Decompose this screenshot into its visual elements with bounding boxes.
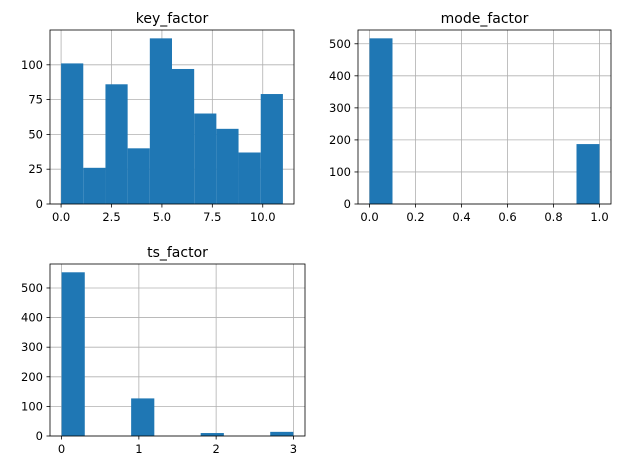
x-tick-label: 0.4 [452,210,470,224]
histogram-bar [172,68,195,204]
x-tick-label: 7.5 [203,210,221,224]
axes-frame [357,29,612,205]
histogram-bar [127,148,150,204]
x-tick-label: 1.0 [590,210,608,224]
ticks: 0.0 0.2 0.4 0.6 0.8 1.0 0 100 200 300 400 500 [329,37,609,224]
subplot-title: key_factor [136,11,209,27]
y-tick-label: 500 [329,37,351,51]
subplot-title: ts_factor [147,245,208,261]
subplot-ts-factor: 0 1 2 3 0 100 200 300 400 500 ts_factor [21,245,306,456]
histogram-bar [238,152,261,204]
x-tick-label: 1 [135,442,142,456]
x-tick-label: 0.0 [360,210,378,224]
y-tick-label: 0 [36,197,43,211]
x-tick-label: 0.2 [406,210,424,224]
subplot-mode-factor: 0.0 0.2 0.4 0.6 0.8 1.0 0 100 200 300 400 500 mode_… [329,11,612,224]
x-tick-label: 3 [290,442,297,456]
histogram-bar [216,128,239,204]
x-tick-label: 0.6 [498,210,516,224]
y-tick-label: 0 [344,197,351,211]
x-tick-label: 2.5 [102,210,120,224]
y-tick-label: 300 [21,340,43,354]
histogram-bar [369,38,393,204]
histogram-bar [200,433,224,436]
y-tick-label: 200 [329,133,351,147]
ticks: 0 1 2 3 0 100 200 300 400 500 [21,281,297,456]
subplot-key-factor: 0.0 2.5 5.0 7.5 10.0 0 25 50 75 100 key_factor [21,11,295,224]
y-tick-label: 75 [28,93,43,107]
bars [369,38,600,204]
histogram-bar [270,431,294,436]
bars [61,38,283,204]
histogram-bar [61,63,84,204]
x-tick-label: 2 [212,442,219,456]
histogram-bar [260,94,283,204]
histogram-bar [105,84,128,204]
y-tick-label: 400 [329,69,351,83]
y-tick-label: 500 [21,281,43,295]
x-tick-label: 10.0 [250,210,276,224]
y-tick-label: 100 [21,399,43,413]
x-tick-label: 0.8 [544,210,562,224]
y-tick-label: 100 [21,58,43,72]
axes-frame [49,263,306,437]
x-tick-label: 0.0 [52,210,70,224]
y-tick-label: 50 [28,127,43,141]
x-tick-label: 0 [58,442,65,456]
ticks: 0.0 2.5 5.0 7.5 10.0 0 25 50 75 100 [21,58,276,224]
bars [61,272,294,436]
histogram-bar [61,272,85,436]
y-tick-label: 25 [28,162,43,176]
y-tick-label: 400 [21,311,43,325]
x-tick-label: 5.0 [153,210,171,224]
y-tick-label: 300 [329,101,351,115]
histogram-bar [576,144,600,204]
histogram-bar [194,113,217,204]
subplot-title: mode_factor [441,11,529,27]
y-tick-label: 200 [21,370,43,384]
histogram-bar [131,398,155,436]
axes-frame [49,29,295,205]
y-tick-label: 100 [329,165,351,179]
y-tick-label: 0 [36,429,43,443]
histogram-bar [149,38,172,204]
histogram-bar [83,167,106,204]
